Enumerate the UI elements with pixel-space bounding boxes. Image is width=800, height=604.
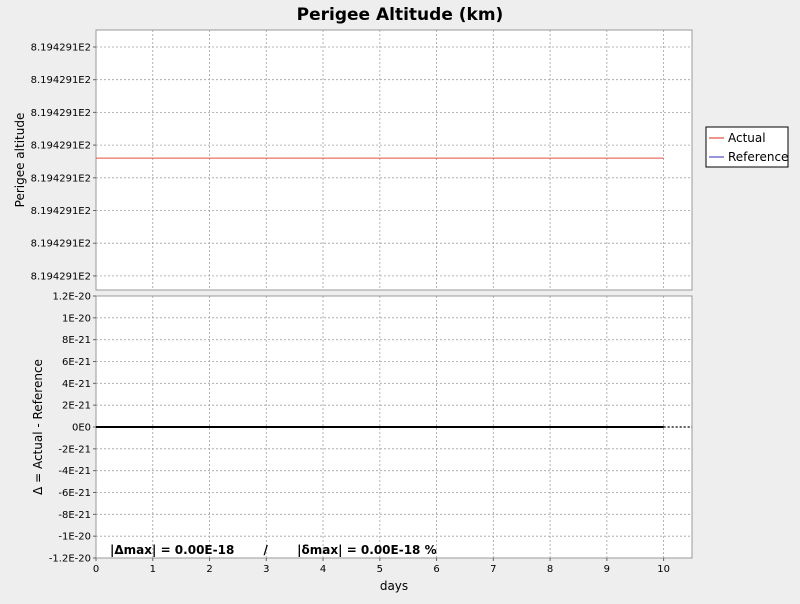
bottom-y-tick-label: -4E-21: [58, 466, 91, 477]
top-y-tick-label: 8.194291E2: [31, 43, 91, 54]
bottom-y-tick-label: 4E-21: [62, 379, 91, 390]
x-tick-label: 0: [93, 564, 99, 575]
bottom-y-tick-label: 0E0: [72, 423, 91, 434]
top-y-tick-label: 8.194291E2: [31, 108, 91, 119]
x-tick-label: 4: [320, 564, 326, 575]
x-tick-label: 8: [547, 564, 553, 575]
x-tick-label: 10: [657, 564, 670, 575]
top-plot-area: [95, 29, 693, 291]
top-y-tick-label: 8.194291E2: [31, 75, 91, 86]
bottom-y-tick-label: -1E-20: [58, 532, 91, 543]
top-y-tick-label: 8.194291E2: [31, 271, 91, 282]
bottom-y-tick-label: -8E-21: [58, 510, 91, 521]
x-tick-label: 3: [263, 564, 269, 575]
x-axis-label: days: [380, 579, 408, 593]
top-y-tick-label: 8.194291E2: [31, 206, 91, 217]
bottom-y-tick-label: 1E-20: [62, 313, 91, 324]
bottom-y-axis-label: Δ = Actual - Reference: [31, 359, 45, 495]
bottom-y-tick-label: 2E-21: [62, 401, 91, 412]
x-tick-label: 1: [150, 564, 156, 575]
bottom-y-tick-label: -6E-21: [58, 488, 91, 499]
bottom-y-tick-label: -1.2E-20: [49, 554, 91, 565]
top-y-axis-label: Perigee altitude: [13, 113, 27, 208]
legend-box: [705, 126, 789, 168]
x-tick-label: 5: [377, 564, 383, 575]
legend-label-reference: Reference: [728, 150, 788, 164]
top-y-tick-label: 8.194291E2: [31, 239, 91, 250]
bottom-y-tick-label: -2E-21: [58, 444, 91, 455]
top-y-tick-label: 8.194291E2: [31, 173, 91, 184]
x-tick-label: 2: [206, 564, 212, 575]
bottom-y-tick-label: 6E-21: [62, 357, 91, 368]
x-tick-label: 6: [433, 564, 439, 575]
delta-max-annotation: |Δmax| = 0.00E-18 / |δmax| = 0.00E-18 %: [110, 543, 437, 557]
bottom-y-tick-label: 8E-21: [62, 335, 91, 346]
bottom-y-tick-label: 1.2E-20: [52, 292, 91, 303]
x-tick-label: 7: [490, 564, 496, 575]
x-tick-label: 9: [604, 564, 610, 575]
top-y-tick-label: 8.194291E2: [31, 141, 91, 152]
chart-title: Perigee Altitude (km): [297, 5, 504, 25]
legend-label-actual: Actual: [728, 131, 766, 145]
legend: Actual Reference: [705, 126, 789, 168]
